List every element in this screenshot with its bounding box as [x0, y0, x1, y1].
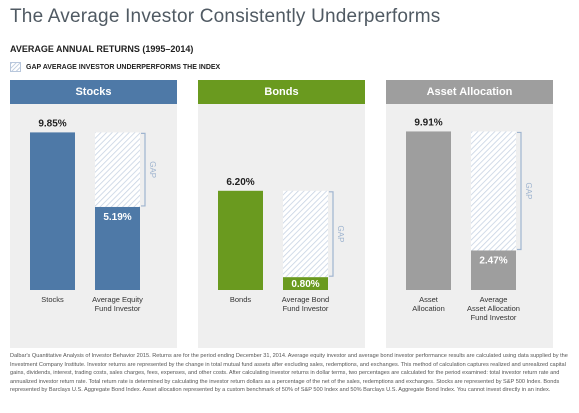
value-label-investor: 2.47%	[479, 255, 507, 266]
gap-bracket	[141, 132, 146, 207]
category-label-investor: Average Equity	[92, 295, 143, 304]
value-label-index: 6.20%	[226, 177, 254, 188]
gap-bracket	[517, 131, 522, 251]
footnote: Dalbar's Quantitative Analysis of Invest…	[10, 353, 568, 394]
panel-title-stocks: Stocks	[10, 80, 177, 104]
panel-stocks: Stocks 9.85% 5.19% GAP Stocks Average Equity…	[10, 80, 177, 348]
value-label-index: 9.85%	[38, 118, 66, 129]
gap-bracket	[329, 191, 334, 277]
panel-title-asset-allocation: Asset Allocation	[386, 80, 553, 104]
value-label-investor: 0.80%	[291, 279, 319, 290]
gap-label: GAP	[148, 161, 157, 178]
panel-title-bonds: Bonds	[198, 80, 365, 104]
category-label-investor: Fund Investor	[471, 313, 517, 322]
bar-index	[218, 190, 263, 290]
category-label-index: Asset	[419, 295, 439, 304]
legend: GAP AVERAGE INVESTOR UNDERPERFORMS THE I…	[10, 62, 220, 72]
bar-index	[30, 132, 75, 290]
bar-gap	[471, 131, 516, 251]
category-label-investor: Fund Investor	[95, 304, 141, 313]
category-label-index: Stocks	[41, 295, 64, 304]
category-label-index: Bonds	[230, 295, 252, 304]
value-label-investor: 5.19%	[103, 212, 131, 223]
panel-asset-allocation: Asset Allocation 9.91% 2.47% GAP Asset Alloc…	[386, 80, 553, 348]
category-label-investor: Fund Investor	[283, 304, 329, 313]
bar-gap	[95, 132, 140, 207]
gap-label: GAP	[524, 183, 533, 200]
bar-investor	[95, 206, 140, 290]
gap-label: GAP	[336, 226, 345, 243]
bar-index	[406, 131, 451, 290]
chart-subtitle: AVERAGE ANNUAL RETURNS (1995–2014)	[10, 44, 194, 54]
category-label-investor: Average Bond	[282, 295, 329, 304]
category-label-investor: Average	[480, 295, 508, 304]
gap-hatch-swatch	[10, 62, 21, 72]
category-label-investor: Asset Allocation	[467, 304, 520, 313]
panel-bonds: Bonds 6.20% 0.80% GAP Bonds Average Bond Fund…	[198, 80, 365, 348]
bar-investor	[283, 277, 328, 290]
value-label-index: 9.91%	[414, 117, 442, 128]
bar-investor	[471, 250, 516, 290]
page-title: The Average Investor Consistently Underp…	[10, 6, 441, 27]
bar-gap	[283, 190, 328, 278]
category-label-index: Allocation	[412, 304, 445, 313]
legend-label: GAP AVERAGE INVESTOR UNDERPERFORMS THE I…	[26, 63, 221, 71]
